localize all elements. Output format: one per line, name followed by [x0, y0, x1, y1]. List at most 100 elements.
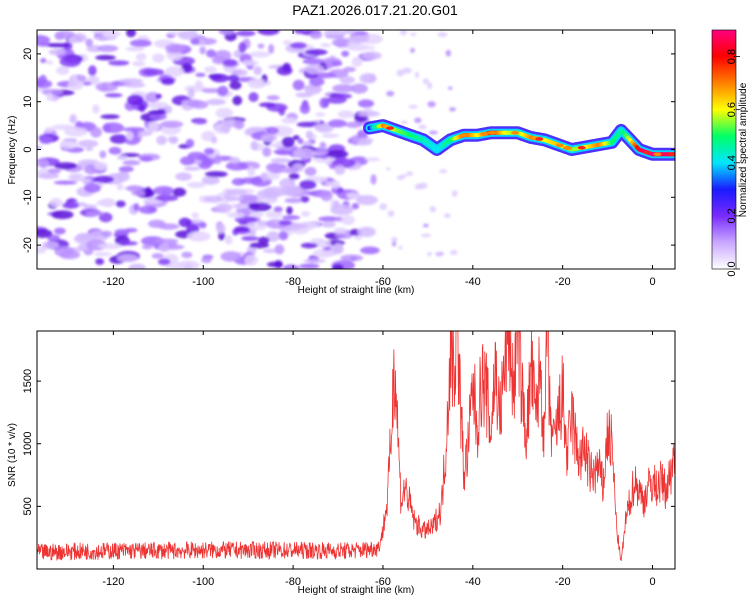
noise-blob: [37, 229, 53, 238]
signal-hotspot: [459, 133, 468, 137]
noise-blob: [119, 241, 138, 246]
noise-blob: [335, 42, 346, 48]
noise-blob: [164, 66, 185, 77]
noise-blobs: [37, 30, 458, 269]
noise-blob: [339, 75, 356, 84]
noise-blob: [224, 235, 233, 245]
noise-blob: [328, 119, 347, 128]
noise-blob: [165, 43, 186, 54]
noise-blob: [257, 236, 270, 245]
noise-blob: [319, 97, 329, 109]
noise-blob: [234, 119, 245, 130]
noise-blob: [282, 264, 300, 269]
noise-blob: [181, 63, 193, 73]
noise-blob: [281, 136, 295, 148]
noise-blob: [190, 37, 200, 45]
colorbar: 0.0 0.2 0.4 0.6 0.8 Normalized spectral ampl…: [711, 29, 749, 277]
noise-blob: [147, 206, 156, 213]
noise-blob: [215, 203, 232, 214]
noise-blob: [128, 263, 146, 269]
signal-hotspot: [386, 126, 395, 130]
noise-blob: [48, 48, 66, 56]
noise-blob: [294, 30, 304, 35]
noise-blob: [276, 65, 293, 76]
noise-blob: [357, 99, 375, 108]
noise-blob: [293, 148, 316, 159]
signal-hotspot: [511, 130, 520, 135]
noise-blob: [343, 66, 356, 73]
noise-blob: [97, 45, 119, 52]
noise-blob: [249, 51, 271, 58]
noise-blob: [99, 150, 107, 159]
noise-blob: [153, 186, 175, 196]
noise-blob: [157, 258, 171, 266]
snr-y-label: SNR (10 * v/v): [7, 423, 18, 487]
signal-hotspot: [653, 152, 662, 157]
x-tick-label: -100: [192, 276, 214, 288]
noise-blob: [228, 157, 241, 164]
colorbar-ticks: 0.0 0.2 0.4 0.6 0.8: [726, 49, 740, 277]
noise-blob: [204, 195, 223, 203]
signal-hotspot: [577, 145, 586, 150]
noise-blob: [340, 254, 364, 262]
noise-blob: [262, 147, 272, 157]
x-tick-label: -80: [285, 576, 301, 588]
noise-blob: [422, 78, 430, 85]
noise-blob: [249, 242, 270, 249]
noise-blob: [289, 42, 308, 49]
x-tick-label: -100: [192, 576, 214, 588]
noise-blob: [315, 112, 326, 117]
x-tick-label: -40: [465, 576, 481, 588]
noise-blob: [270, 158, 291, 164]
noise-blob: [244, 254, 258, 266]
noise-blob: [201, 257, 212, 264]
noise-blob: [155, 194, 179, 202]
noise-blob: [356, 195, 378, 206]
noise-blob: [187, 87, 195, 99]
noise-blob: [284, 197, 303, 204]
noise-blob: [234, 226, 250, 233]
noise-blob: [69, 114, 77, 124]
noise-blob: [391, 241, 397, 247]
noise-blob: [129, 39, 152, 47]
noise-blob: [125, 130, 134, 141]
noise-blob: [133, 203, 140, 212]
noise-blob: [451, 190, 458, 197]
noise-blob: [448, 86, 453, 90]
noise-blob: [156, 135, 168, 146]
noise-blob: [427, 101, 436, 108]
noise-blob: [164, 105, 173, 114]
noise-blob: [256, 189, 280, 199]
noise-blob: [304, 166, 317, 176]
x-tick-label: 0: [649, 576, 655, 588]
noise-blob: [177, 260, 200, 269]
noise-blob: [414, 117, 422, 124]
noise-blob: [214, 154, 222, 165]
noise-blob: [313, 124, 329, 130]
noise-blob: [295, 92, 313, 98]
noise-blob: [398, 245, 403, 250]
noise-blob: [248, 92, 259, 103]
noise-blob: [67, 80, 84, 91]
noise-blob: [108, 173, 130, 178]
noise-blob: [95, 54, 116, 61]
signal-hotspot: [535, 137, 544, 141]
noise-blob: [93, 251, 112, 257]
signal-hotspot: [555, 143, 564, 148]
noise-blob: [199, 46, 206, 55]
noise-blob: [72, 32, 87, 43]
noise-blob: [41, 241, 59, 250]
noise-blob: [299, 263, 320, 269]
noise-blob: [41, 88, 63, 96]
noise-blob: [191, 212, 199, 219]
noise-blob: [175, 172, 192, 181]
noise-blob: [281, 215, 301, 220]
noise-blob: [410, 47, 415, 53]
noise-blob: [109, 134, 129, 144]
noise-blob: [414, 183, 423, 190]
noise-blob: [126, 185, 144, 192]
noise-blob: [192, 218, 204, 223]
noise-blob: [125, 46, 145, 52]
noise-blob: [300, 242, 318, 249]
noise-blob: [365, 157, 381, 162]
